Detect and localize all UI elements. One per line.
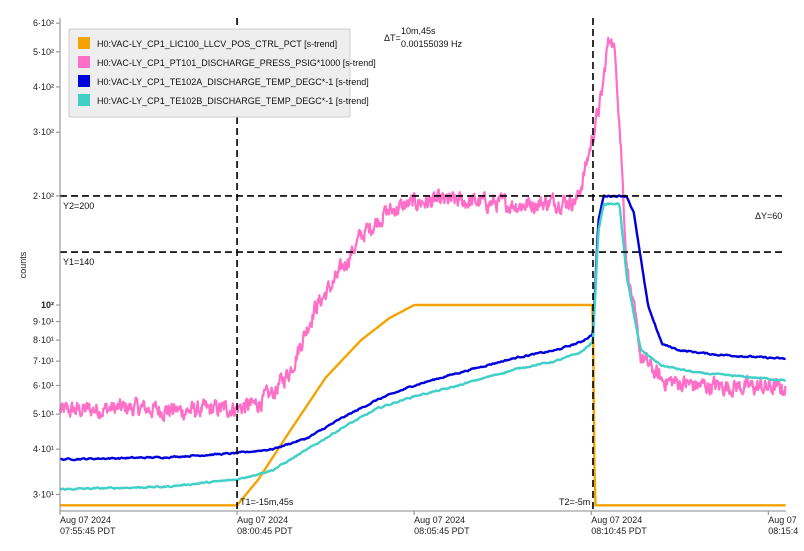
y-tick-label: 3·10¹	[33, 489, 54, 499]
delta-t-frequency: 0.00155039 Hz	[401, 39, 463, 49]
delta-y-label: ΔY=60	[755, 211, 782, 221]
y-tick-label: 5·10¹	[33, 409, 54, 419]
y-tick-label: 8·10¹	[33, 335, 54, 345]
x-tick-date-label: Aug 07	[768, 515, 797, 525]
x-tick-time-label: 08:15:4	[768, 526, 798, 536]
series-line-1	[59, 303, 786, 507]
y-tick-label: 4·10²	[33, 82, 54, 92]
delta-t-symbol: ΔT=	[384, 33, 401, 43]
legend-label-4: H0:VAC-LY_CP1_TE102B_DISCHARGE_TEMP_DEGC…	[97, 96, 369, 106]
legend-label-2: H0:VAC-LY_CP1_PT101_DISCHARGE_PRESS_PSIG…	[97, 58, 376, 68]
y-tick-label: 6·10²	[33, 18, 54, 28]
x-tick-date-label: Aug 07 2024	[237, 515, 288, 525]
x-tick-time-label: 08:00:45 PDT	[237, 526, 293, 536]
y-tick-label: 4·10¹	[33, 444, 54, 454]
y-tick-label: 10²	[41, 300, 54, 310]
y1-cursor-label: Y1=140	[63, 257, 94, 267]
annotation-layer: ΔT= 10m,45s 0.00155039 Hz ΔY=60	[384, 26, 782, 221]
legend-box	[68, 28, 351, 118]
y-tick-label: 2·10²	[33, 191, 54, 201]
t1-cursor-label: T1=-15m,45s	[240, 497, 294, 507]
y-tick-label: 9·10¹	[33, 317, 54, 327]
series-line-4	[59, 202, 787, 491]
x-tick-date-label: Aug 07 2024	[591, 515, 642, 525]
legend-swatch-1	[78, 37, 90, 49]
series-line-2	[58, 36, 787, 422]
legend-label-1: H0:VAC-LY_CP1_LIC100_LLCV_POS_CTRL_PCT […	[97, 39, 337, 49]
y-tick-label: 7·10¹	[33, 356, 54, 366]
series-line-3	[59, 194, 786, 462]
series-layer	[58, 36, 787, 507]
legend: H0:VAC-LY_CP1_LIC100_LLCV_POS_CTRL_PCT […	[68, 28, 376, 118]
t2-cursor-label: T2=-5m	[559, 497, 590, 507]
x-tick-time-label: 08:05:45 PDT	[414, 526, 470, 536]
legend-swatch-4	[78, 94, 90, 106]
legend-swatch-2	[78, 56, 90, 68]
y-tick-label: 6·10¹	[33, 380, 54, 390]
y2-cursor-label: Y2=200	[63, 201, 94, 211]
legend-swatch-3	[78, 75, 90, 87]
y-tick-label: 5·10²	[33, 47, 54, 57]
y-tick-label: 3·10²	[33, 127, 54, 137]
axis-layer: counts 3·10¹ 4·10¹ 5·10¹ 6·10¹ 7·10¹ 8·10¹ 9·1…	[18, 18, 798, 536]
cursor-layer: T1=-15m,45s T2=-5m Y1=140 Y2=200	[60, 18, 786, 511]
legend-label-3: H0:VAC-LY_CP1_TE102A_DISCHARGE_TEMP_DEGC…	[97, 77, 369, 87]
x-tick-time-label: 07:55:45 PDT	[60, 526, 116, 536]
x-tick-date-label: Aug 07 2024	[60, 515, 111, 525]
delta-t-duration: 10m,45s	[401, 26, 436, 36]
y-axis-label: counts	[18, 251, 28, 278]
x-tick-date-label: Aug 07 2024	[414, 515, 465, 525]
x-tick-time-label: 08:10:45 PDT	[591, 526, 647, 536]
